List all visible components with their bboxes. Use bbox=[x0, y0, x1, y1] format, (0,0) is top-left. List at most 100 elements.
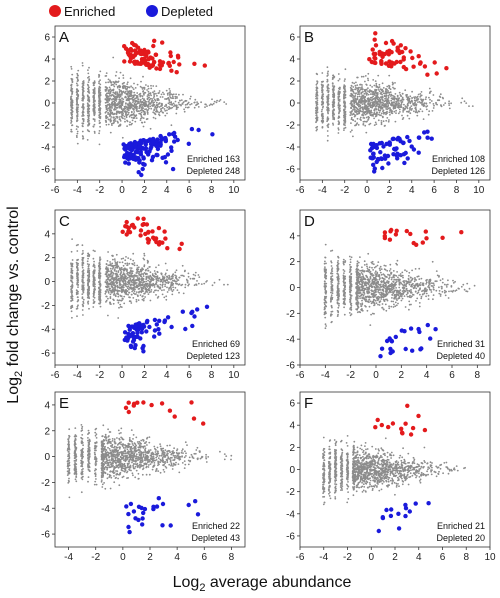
neutral-point bbox=[162, 276, 165, 279]
neutral-point bbox=[127, 91, 130, 94]
neutral-point bbox=[196, 280, 198, 282]
neutral-point bbox=[187, 106, 190, 109]
neutral-point bbox=[389, 95, 392, 97]
neutral-point bbox=[113, 268, 116, 271]
neutral-point bbox=[176, 97, 178, 99]
neutral-point bbox=[343, 109, 345, 112]
neutral-point bbox=[98, 258, 101, 260]
neutral-point bbox=[409, 112, 412, 115]
neutral-point bbox=[87, 95, 90, 98]
neutral-point bbox=[111, 124, 113, 126]
neutral-point bbox=[382, 111, 385, 114]
neutral-point bbox=[111, 111, 114, 114]
neutral-point bbox=[142, 278, 145, 280]
neutral-point bbox=[169, 103, 172, 106]
neutral-point bbox=[76, 271, 79, 274]
neutral-point bbox=[382, 110, 384, 113]
x-tick-label: -6 bbox=[296, 185, 305, 196]
neutral-point bbox=[155, 281, 158, 284]
neutral-point bbox=[82, 302, 85, 304]
neutral-point bbox=[361, 113, 364, 116]
neutral-point bbox=[154, 289, 156, 292]
neutral-point bbox=[75, 134, 78, 137]
neutral-point bbox=[70, 98, 73, 100]
neutral-point bbox=[343, 115, 346, 118]
neutral-point bbox=[192, 273, 195, 276]
neutral-point bbox=[338, 111, 340, 114]
neutral-point bbox=[98, 94, 100, 97]
neutral-point bbox=[379, 271, 382, 274]
x-tick-label: -2 bbox=[95, 185, 104, 196]
neutral-point bbox=[448, 102, 450, 105]
neutral-point bbox=[123, 269, 126, 272]
neutral-point bbox=[374, 80, 377, 82]
neutral-point bbox=[377, 98, 379, 101]
neutral-point bbox=[76, 74, 79, 77]
neutral-point bbox=[162, 106, 164, 109]
neutral-point bbox=[134, 97, 137, 100]
depleted-point bbox=[155, 152, 160, 158]
depleted-point bbox=[139, 325, 145, 331]
depleted-point bbox=[156, 327, 161, 332]
neutral-point bbox=[116, 281, 119, 284]
neutral-point bbox=[188, 283, 190, 286]
neutral-point bbox=[82, 103, 85, 105]
neutral-point bbox=[105, 107, 108, 109]
neutral-point bbox=[113, 119, 115, 122]
neutral-point bbox=[135, 107, 138, 110]
enriched-point bbox=[177, 62, 182, 67]
neutral-point bbox=[70, 122, 72, 124]
neutral-point bbox=[155, 92, 157, 95]
enriched-point bbox=[146, 229, 151, 235]
neutral-point bbox=[189, 97, 192, 100]
neutral-point bbox=[112, 56, 115, 59]
neutral-point bbox=[70, 297, 73, 300]
neutral-point bbox=[438, 99, 441, 102]
neutral-point bbox=[180, 274, 183, 277]
neutral-point bbox=[87, 99, 90, 102]
neutral-point bbox=[98, 109, 101, 111]
neutral-point bbox=[361, 103, 364, 105]
neutral-point bbox=[360, 119, 362, 121]
y-tick-label: 0 bbox=[289, 283, 295, 294]
neutral-point bbox=[107, 269, 110, 271]
depleted-point bbox=[403, 150, 408, 156]
neutral-point bbox=[70, 270, 73, 272]
neutral-point bbox=[150, 290, 152, 293]
neutral-point bbox=[205, 103, 207, 106]
neutral-point bbox=[144, 99, 146, 102]
neutral-point bbox=[372, 276, 375, 279]
neutral-point bbox=[142, 117, 145, 119]
neutral-point bbox=[99, 83, 102, 86]
neutral-point bbox=[81, 130, 84, 133]
neutral-point bbox=[146, 267, 149, 270]
neutral-point bbox=[98, 92, 100, 94]
neutral-point bbox=[71, 296, 74, 298]
neutral-point bbox=[87, 284, 89, 287]
neutral-point bbox=[76, 275, 78, 278]
neutral-point bbox=[153, 109, 156, 112]
depleted-point bbox=[125, 151, 130, 156]
neutral-point bbox=[128, 276, 131, 278]
neutral-point bbox=[120, 112, 123, 114]
neutral-point bbox=[135, 114, 138, 117]
neutral-point bbox=[120, 258, 123, 260]
neutral-point bbox=[70, 108, 73, 111]
neutral-point bbox=[81, 88, 84, 91]
neutral-point bbox=[118, 277, 121, 280]
neutral-point bbox=[109, 296, 112, 298]
enriched-point bbox=[179, 241, 184, 246]
neutral-point bbox=[393, 97, 396, 100]
neutral-point bbox=[77, 104, 80, 106]
neutral-point bbox=[138, 283, 140, 285]
neutral-point bbox=[374, 115, 377, 118]
neutral-point bbox=[171, 93, 174, 96]
neutral-point bbox=[353, 82, 356, 85]
neutral-point bbox=[180, 284, 183, 287]
neutral-point bbox=[354, 108, 356, 111]
neutral-point bbox=[399, 106, 402, 108]
neutral-point bbox=[382, 99, 384, 102]
neutral-point bbox=[114, 285, 117, 288]
neutral-point bbox=[354, 88, 357, 91]
neutral-point bbox=[407, 110, 409, 113]
